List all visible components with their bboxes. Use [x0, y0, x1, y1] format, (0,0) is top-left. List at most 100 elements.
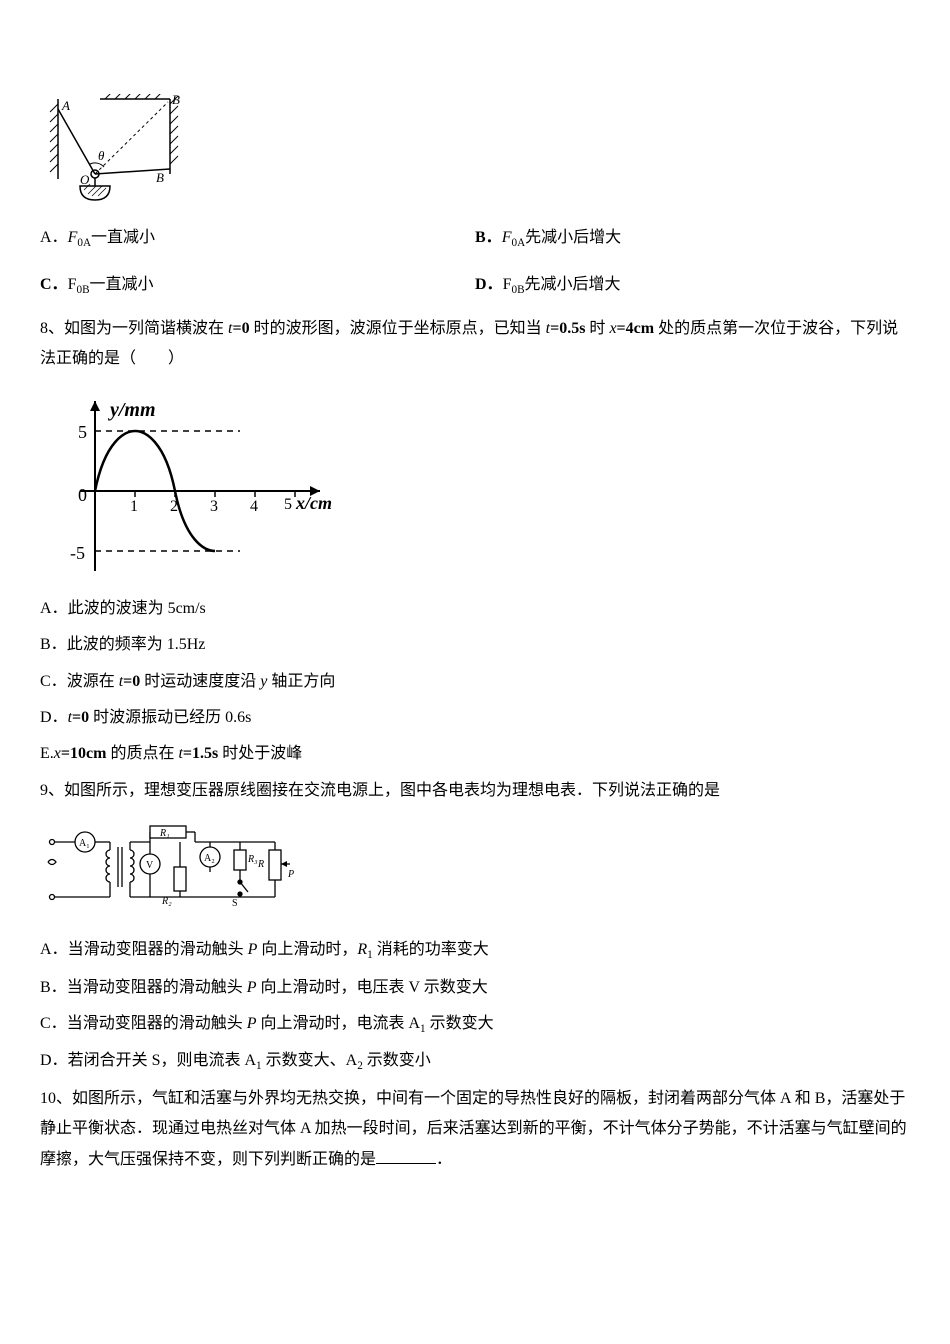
sub: 0A [511, 237, 525, 249]
option-prefix: E. [40, 745, 54, 762]
var-x: x [609, 320, 616, 337]
q8-option-B: B．此波的频率为 1.5Hz [40, 630, 910, 660]
eq: =0 [123, 673, 140, 690]
q7-label-Bprime: B' [172, 94, 180, 107]
tail: 先减小后增大 [525, 229, 621, 246]
q7-label-B: B [156, 170, 164, 185]
eq: =1.5s [183, 745, 218, 762]
q8-option-E: E.x=10cm 的质点在 t=1.5s 时处于波峰 [40, 739, 910, 769]
svg-text:R₃: R₃ [247, 854, 258, 865]
option-prefix: C． [40, 276, 68, 293]
eq: =0.5s [550, 320, 585, 337]
q8-ylabel: y/mm [108, 399, 156, 421]
eq: =0 [72, 709, 89, 726]
tail: 先减小后增大 [525, 276, 621, 293]
q8-option-C: C．波源在 t=0 时运动速度度沿 y 轴正方向 [40, 667, 910, 697]
svg-text:4: 4 [250, 498, 258, 515]
pre: 当滑动变阻器的滑动触头 [67, 1015, 247, 1032]
q9-stem-text: 如图所示，理想变压器原线圈接在交流电源上，图中各电表均为理想电表．下列说法正确的… [64, 782, 720, 799]
option-prefix: D． [475, 276, 503, 293]
var-R: R [357, 941, 367, 958]
eq: =4cm [617, 320, 655, 337]
pre: 波源在 [67, 673, 119, 690]
q7-label-theta: θ [98, 148, 105, 163]
post: 时波源振动已经历 0.6s [89, 709, 251, 726]
svg-text:S: S [232, 898, 238, 909]
q9-number: 9、 [40, 782, 64, 799]
q8-number: 8、 [40, 320, 64, 337]
mid: 向上滑动时，电压表 V 示数变大 [256, 979, 487, 996]
mid: 示数变大、A [262, 1052, 358, 1069]
svg-text:1: 1 [130, 498, 138, 515]
sub: 0B [511, 285, 524, 297]
q10-blank [376, 1148, 436, 1164]
svg-text:A₂: A₂ [204, 853, 215, 864]
option-prefix: D． [40, 1052, 68, 1069]
option-prefix: D． [40, 709, 68, 726]
sub: 0A [77, 237, 91, 249]
svg-text:A₁: A₁ [79, 838, 90, 849]
q7-option-D: D．F0B先减小后增大 [475, 270, 910, 301]
svg-text:R₂: R₂ [161, 896, 172, 907]
q7-label-O: O [80, 172, 90, 187]
text: 此波的波速为 5cm/s [68, 600, 206, 617]
q8-p3: 时 [585, 320, 609, 337]
post: 时运动速度度沿 [140, 673, 260, 690]
tail: 消耗的功率变大 [373, 941, 489, 958]
svg-text:3: 3 [210, 498, 218, 515]
q9-circuit: A₁ R₁ V [40, 812, 910, 927]
tail: 示数变小 [363, 1052, 431, 1069]
q9-option-C: C．当滑动变阻器的滑动触头 P 向上滑动时，电流表 A1 示数变大 [40, 1009, 910, 1040]
post: 时处于波峰 [218, 745, 302, 762]
var-F: F [68, 229, 78, 246]
svg-text:P: P [287, 869, 294, 880]
svg-text:5: 5 [78, 422, 87, 442]
q7-option-B: B．F0A先减小后增大 [475, 223, 910, 254]
pre: 若闭合开关 S，则电流表 A [68, 1052, 256, 1069]
svg-text:2: 2 [170, 498, 178, 515]
svg-text:0: 0 [78, 485, 87, 505]
q7-options-row1: A．F0A一直减小 B．F0A先减小后增大 [40, 217, 910, 260]
tail: 一直减小 [90, 276, 154, 293]
q10-stem-text: 如图所示，气缸和活塞与外界均无热交换，中间有一个固定的导热性良好的隔板，封闭着两… [40, 1090, 907, 1168]
option-prefix: C． [40, 1015, 67, 1032]
option-prefix: A． [40, 941, 68, 958]
q10-trailing: ． [436, 1151, 452, 1168]
svg-text:5: 5 [284, 496, 292, 513]
q8-p1: 如图为一列简谐横波在 [64, 320, 228, 337]
text: 此波的频率为 1.5Hz [67, 636, 206, 653]
q8-chart: y/mm x/cm 5 0 -5 1 2 3 4 5 [40, 381, 910, 586]
option-prefix: B． [475, 229, 502, 246]
var-F: F [502, 229, 512, 246]
svg-text:-5: -5 [70, 543, 85, 563]
svg-text:R: R [257, 859, 264, 870]
option-prefix: C． [40, 673, 67, 690]
q7-figure: A B' B O θ [40, 94, 910, 209]
q9-option-A: A．当滑动变阻器的滑动触头 P 向上滑动时，R1 消耗的功率变大 [40, 935, 910, 966]
q7-options-row2: C．F0B一直减小 D．F0B先减小后增大 [40, 264, 910, 307]
q9-option-D: D．若闭合开关 S，则电流表 A1 示数变大、A2 示数变小 [40, 1046, 910, 1077]
option-prefix: B． [40, 979, 67, 996]
option-prefix: A． [40, 229, 68, 246]
post2: 轴正方向 [267, 673, 335, 690]
q10-stem: 10、如图所示，气缸和活塞与外界均无热交换，中间有一个固定的导热性良好的隔板，封… [40, 1084, 910, 1175]
q8-option-A: A．此波的波速为 5cm/s [40, 594, 910, 624]
pre: 当滑动变阻器的滑动触头 [67, 979, 247, 996]
var-P: P [248, 941, 258, 958]
q8-stem: 8、如图为一列简谐横波在 t=0 时的波形图，波源位于坐标原点，已知当 t=0.… [40, 314, 910, 375]
sub: 0B [76, 285, 89, 297]
q7-label-A: A [61, 98, 70, 113]
svg-text:R₁: R₁ [159, 828, 170, 839]
q7-option-A: A．F0A一直减小 [40, 223, 475, 254]
q8-option-D: D．t=0 时波源振动已经历 0.6s [40, 703, 910, 733]
tail: 示数变大 [426, 1015, 494, 1032]
tail: 一直减小 [91, 229, 155, 246]
q8-p2: 时的波形图，波源位于坐标原点，已知当 [250, 320, 546, 337]
q7-option-C: C．F0B一直减小 [40, 270, 475, 301]
option-prefix: B． [40, 636, 67, 653]
eq: =0 [232, 320, 249, 337]
q9-stem: 9、如图所示，理想变压器原线圈接在交流电源上，图中各电表均为理想电表．下列说法正… [40, 776, 910, 806]
mid: 向上滑动时，电流表 A [256, 1015, 420, 1032]
q10-number: 10、 [40, 1090, 72, 1107]
var-x: x [54, 745, 61, 762]
